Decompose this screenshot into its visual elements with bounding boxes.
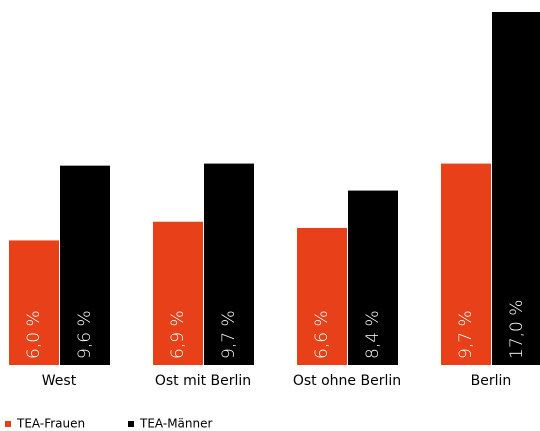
x-tick-label: Berlin — [471, 373, 512, 389]
value-label: 8,4 % — [363, 310, 383, 359]
value-label: 9,7 % — [219, 310, 239, 359]
legend-swatch — [128, 421, 134, 427]
bar — [492, 12, 540, 365]
legend-label: TEA-Frauen — [16, 417, 85, 431]
value-label: 9,6 % — [75, 310, 95, 359]
bar — [348, 190, 398, 365]
value-label: 9,7 % — [456, 310, 476, 359]
bar — [297, 227, 347, 365]
value-label: 6,6 % — [312, 310, 332, 359]
x-tick-label: Ost mit Berlin — [155, 373, 251, 389]
bar — [204, 163, 254, 365]
bar — [60, 165, 110, 365]
value-label: 6,0 % — [24, 310, 44, 359]
bar — [441, 163, 491, 365]
legend-swatch — [5, 421, 11, 427]
value-label: 17,0 % — [507, 300, 527, 359]
bar — [153, 221, 203, 365]
legend-label: TEA-Männer — [139, 417, 212, 431]
x-tick-label: Ost ohne Berlin — [293, 373, 401, 389]
bar — [9, 240, 59, 365]
x-tick-label: West — [42, 373, 77, 389]
value-label: 6,9 % — [168, 310, 188, 359]
